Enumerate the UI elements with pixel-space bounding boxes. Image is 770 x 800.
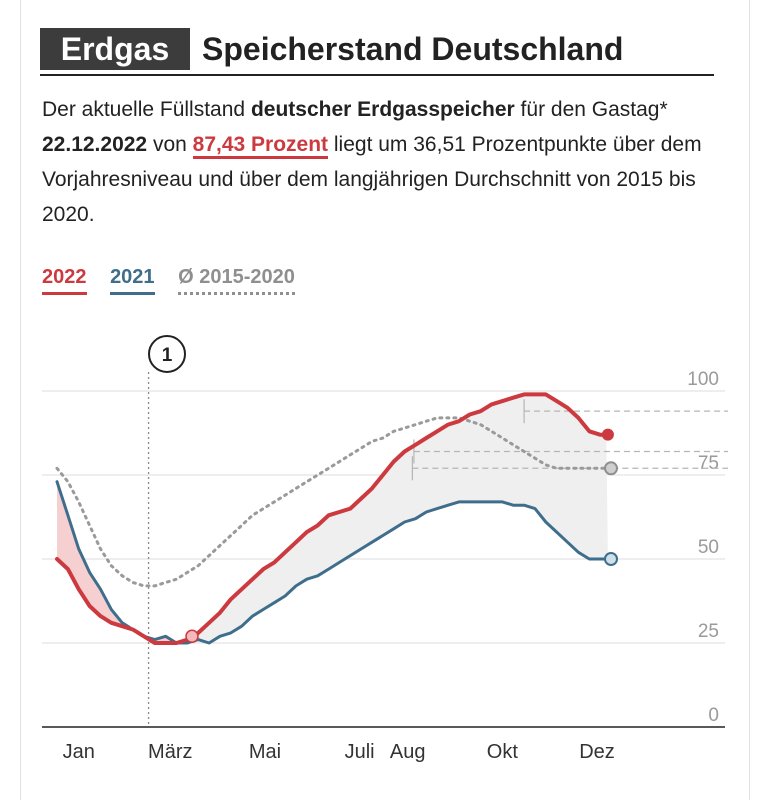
endpoint-average bbox=[604, 461, 618, 476]
y-tick-label: 75 bbox=[698, 453, 719, 474]
series-line-average bbox=[55, 416, 613, 588]
y-tick-label: 50 bbox=[698, 537, 719, 558]
endpoint-2022 bbox=[601, 428, 614, 441]
intro-part-4: liegt um 36,51 Prozentpunkte über dem Vo… bbox=[42, 133, 702, 226]
annotation-marker bbox=[148, 335, 186, 373]
intro-part-1: Der aktuelle Füllstand bbox=[42, 98, 251, 121]
annotation-label: 1 bbox=[162, 345, 173, 366]
crossover-marker bbox=[185, 629, 199, 644]
y-tick-label: 25 bbox=[698, 621, 719, 642]
series-line-2022 bbox=[55, 392, 610, 645]
chart-header: Erdgas Speicherstand Deutschland bbox=[40, 26, 714, 76]
chart-legend: 2022 2021 Ø 2015-2020 bbox=[42, 266, 313, 298]
x-month-label: März bbox=[148, 741, 192, 763]
y-tick-label: 0 bbox=[708, 705, 719, 726]
x-month-label: Jan bbox=[63, 741, 95, 763]
intro-bold-storage: deutscher Erdgasspeicher bbox=[250, 98, 515, 121]
legend-2021[interactable]: 2021 bbox=[110, 266, 155, 295]
legend-2022[interactable]: 2022 bbox=[42, 266, 87, 295]
endpoint-2021 bbox=[604, 552, 618, 566]
intro-date: 22.12.2022 bbox=[42, 133, 148, 156]
legend-average[interactable]: Ø 2015-2020 bbox=[178, 266, 295, 295]
difference-area bbox=[57, 394, 608, 643]
x-month-label: Mai bbox=[249, 741, 281, 763]
x-month-label: Okt bbox=[487, 741, 519, 763]
y-tick-label: 100 bbox=[687, 369, 719, 390]
intro-part-3: von bbox=[147, 133, 193, 156]
intro-text: Der aktuelle Füllstand deutscher Erdgass… bbox=[42, 92, 702, 232]
deficit-area bbox=[57, 481, 188, 643]
article-frame bbox=[20, 0, 750, 800]
intro-part-2: für den Gastag* bbox=[514, 98, 668, 121]
chart-title: Speicherstand Deutschland bbox=[202, 31, 624, 67]
intro-highlight-value: 87,43 Prozent bbox=[192, 133, 329, 159]
x-month-label: Juli bbox=[345, 741, 375, 763]
kicker-label: Erdgas bbox=[40, 28, 190, 70]
x-month-label: Dez bbox=[579, 741, 615, 763]
x-month-label: Aug bbox=[390, 741, 426, 763]
